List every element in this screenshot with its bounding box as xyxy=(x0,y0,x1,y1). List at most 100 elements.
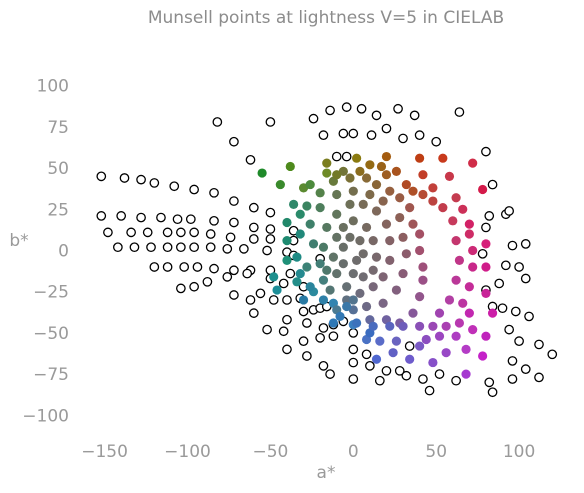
filled-data-point xyxy=(282,217,292,228)
filled-data-point xyxy=(348,295,358,305)
hollow-data-point xyxy=(298,306,309,317)
hollow-data-point xyxy=(348,357,359,368)
hollow-data-point xyxy=(179,262,190,272)
hollow-data-point xyxy=(520,364,531,375)
filled-data-point xyxy=(305,179,315,190)
hollow-data-point xyxy=(424,385,435,396)
filled-data-point xyxy=(371,179,382,190)
hollow-data-point xyxy=(497,303,508,314)
filled-data-point xyxy=(298,295,309,305)
filled-data-point xyxy=(368,265,378,275)
filled-data-point xyxy=(371,354,382,364)
hollow-data-point xyxy=(202,276,213,287)
filled-data-point xyxy=(348,268,358,279)
filled-data-point xyxy=(378,272,388,282)
filled-data-point xyxy=(328,252,339,262)
filled-data-point xyxy=(385,255,395,265)
filled-data-point xyxy=(361,301,372,312)
filled-data-point xyxy=(458,204,468,214)
hollow-data-point xyxy=(162,242,173,253)
filled-data-point xyxy=(415,292,425,302)
filled-data-point xyxy=(376,161,387,172)
filled-data-point xyxy=(318,275,329,285)
filled-data-point xyxy=(352,318,362,328)
filled-data-point xyxy=(454,255,465,265)
hollow-data-point xyxy=(285,268,296,279)
filled-data-point xyxy=(332,170,342,180)
filled-data-point xyxy=(292,277,302,287)
hollow-data-point xyxy=(248,202,259,213)
hollow-data-point xyxy=(189,242,199,253)
filled-data-point xyxy=(408,308,418,318)
hollow-data-point xyxy=(119,173,130,183)
filled-data-point xyxy=(342,282,352,292)
hollow-data-point xyxy=(172,214,183,225)
filled-data-point xyxy=(325,285,335,295)
filled-data-point xyxy=(308,239,319,249)
hollow-data-point xyxy=(209,187,219,198)
filled-data-point xyxy=(415,229,425,239)
filled-data-point xyxy=(398,321,408,331)
hollow-data-point xyxy=(325,105,335,116)
filled-data-point xyxy=(315,188,325,198)
hollow-data-point xyxy=(245,155,256,165)
hollow-data-point xyxy=(409,110,420,121)
filled-data-point xyxy=(391,166,402,176)
filled-data-point xyxy=(371,252,382,262)
filled-data-point xyxy=(428,183,438,193)
hollow-data-point xyxy=(212,117,223,127)
hollow-data-point xyxy=(103,227,113,238)
hollow-data-point xyxy=(507,356,518,366)
hollow-data-point xyxy=(341,102,352,112)
hollow-data-point xyxy=(149,178,160,188)
filled-data-point xyxy=(365,160,375,170)
filled-data-point xyxy=(391,285,402,295)
filled-data-point xyxy=(352,255,362,265)
chart-title: Munsell points at lightness V=5 in CIELA… xyxy=(148,8,504,28)
hollow-data-point xyxy=(176,242,186,253)
filled-data-point xyxy=(332,268,342,279)
hollow-data-point xyxy=(245,295,256,305)
hollow-data-point xyxy=(394,365,405,376)
hollow-data-point xyxy=(146,242,156,253)
hollow-data-point xyxy=(248,222,259,233)
filled-data-point xyxy=(302,201,312,211)
hollow-data-point xyxy=(318,130,329,140)
hollow-data-point xyxy=(222,272,233,282)
hollow-data-point xyxy=(205,242,216,253)
filled-data-point xyxy=(328,318,339,328)
filled-data-point xyxy=(444,295,455,305)
filled-data-point xyxy=(388,348,398,358)
filled-data-point xyxy=(269,272,279,282)
filled-data-point xyxy=(318,242,329,252)
filled-data-point xyxy=(444,171,455,181)
filled-data-point xyxy=(371,206,382,216)
hollow-data-point xyxy=(229,265,239,276)
filled-data-point xyxy=(405,203,415,213)
hollow-data-point xyxy=(504,206,515,216)
hollow-data-point xyxy=(520,273,531,284)
filled-data-point xyxy=(464,282,474,292)
filled-data-point xyxy=(322,158,332,168)
filled-data-point xyxy=(478,184,488,195)
hollow-data-point xyxy=(282,295,292,305)
hollow-data-point xyxy=(381,123,392,134)
filled-data-point xyxy=(464,219,474,229)
filled-data-point xyxy=(352,153,362,163)
y-tick-label: −25 xyxy=(33,283,69,303)
hollow-data-point xyxy=(510,306,521,317)
hollow-data-point xyxy=(265,117,276,127)
filled-data-point xyxy=(315,259,325,269)
filled-data-point xyxy=(434,331,445,341)
y-axis-label: b* xyxy=(9,231,28,251)
hollow-data-point xyxy=(239,244,249,254)
filled-data-point xyxy=(342,301,352,312)
hollow-data-point xyxy=(176,227,186,238)
filled-data-point xyxy=(451,193,461,203)
filled-data-point xyxy=(438,203,448,213)
filled-data-point xyxy=(381,219,392,229)
hollow-data-point xyxy=(404,341,415,351)
filled-data-point xyxy=(375,336,385,346)
filled-data-point xyxy=(461,344,471,354)
filled-data-point xyxy=(361,173,372,183)
